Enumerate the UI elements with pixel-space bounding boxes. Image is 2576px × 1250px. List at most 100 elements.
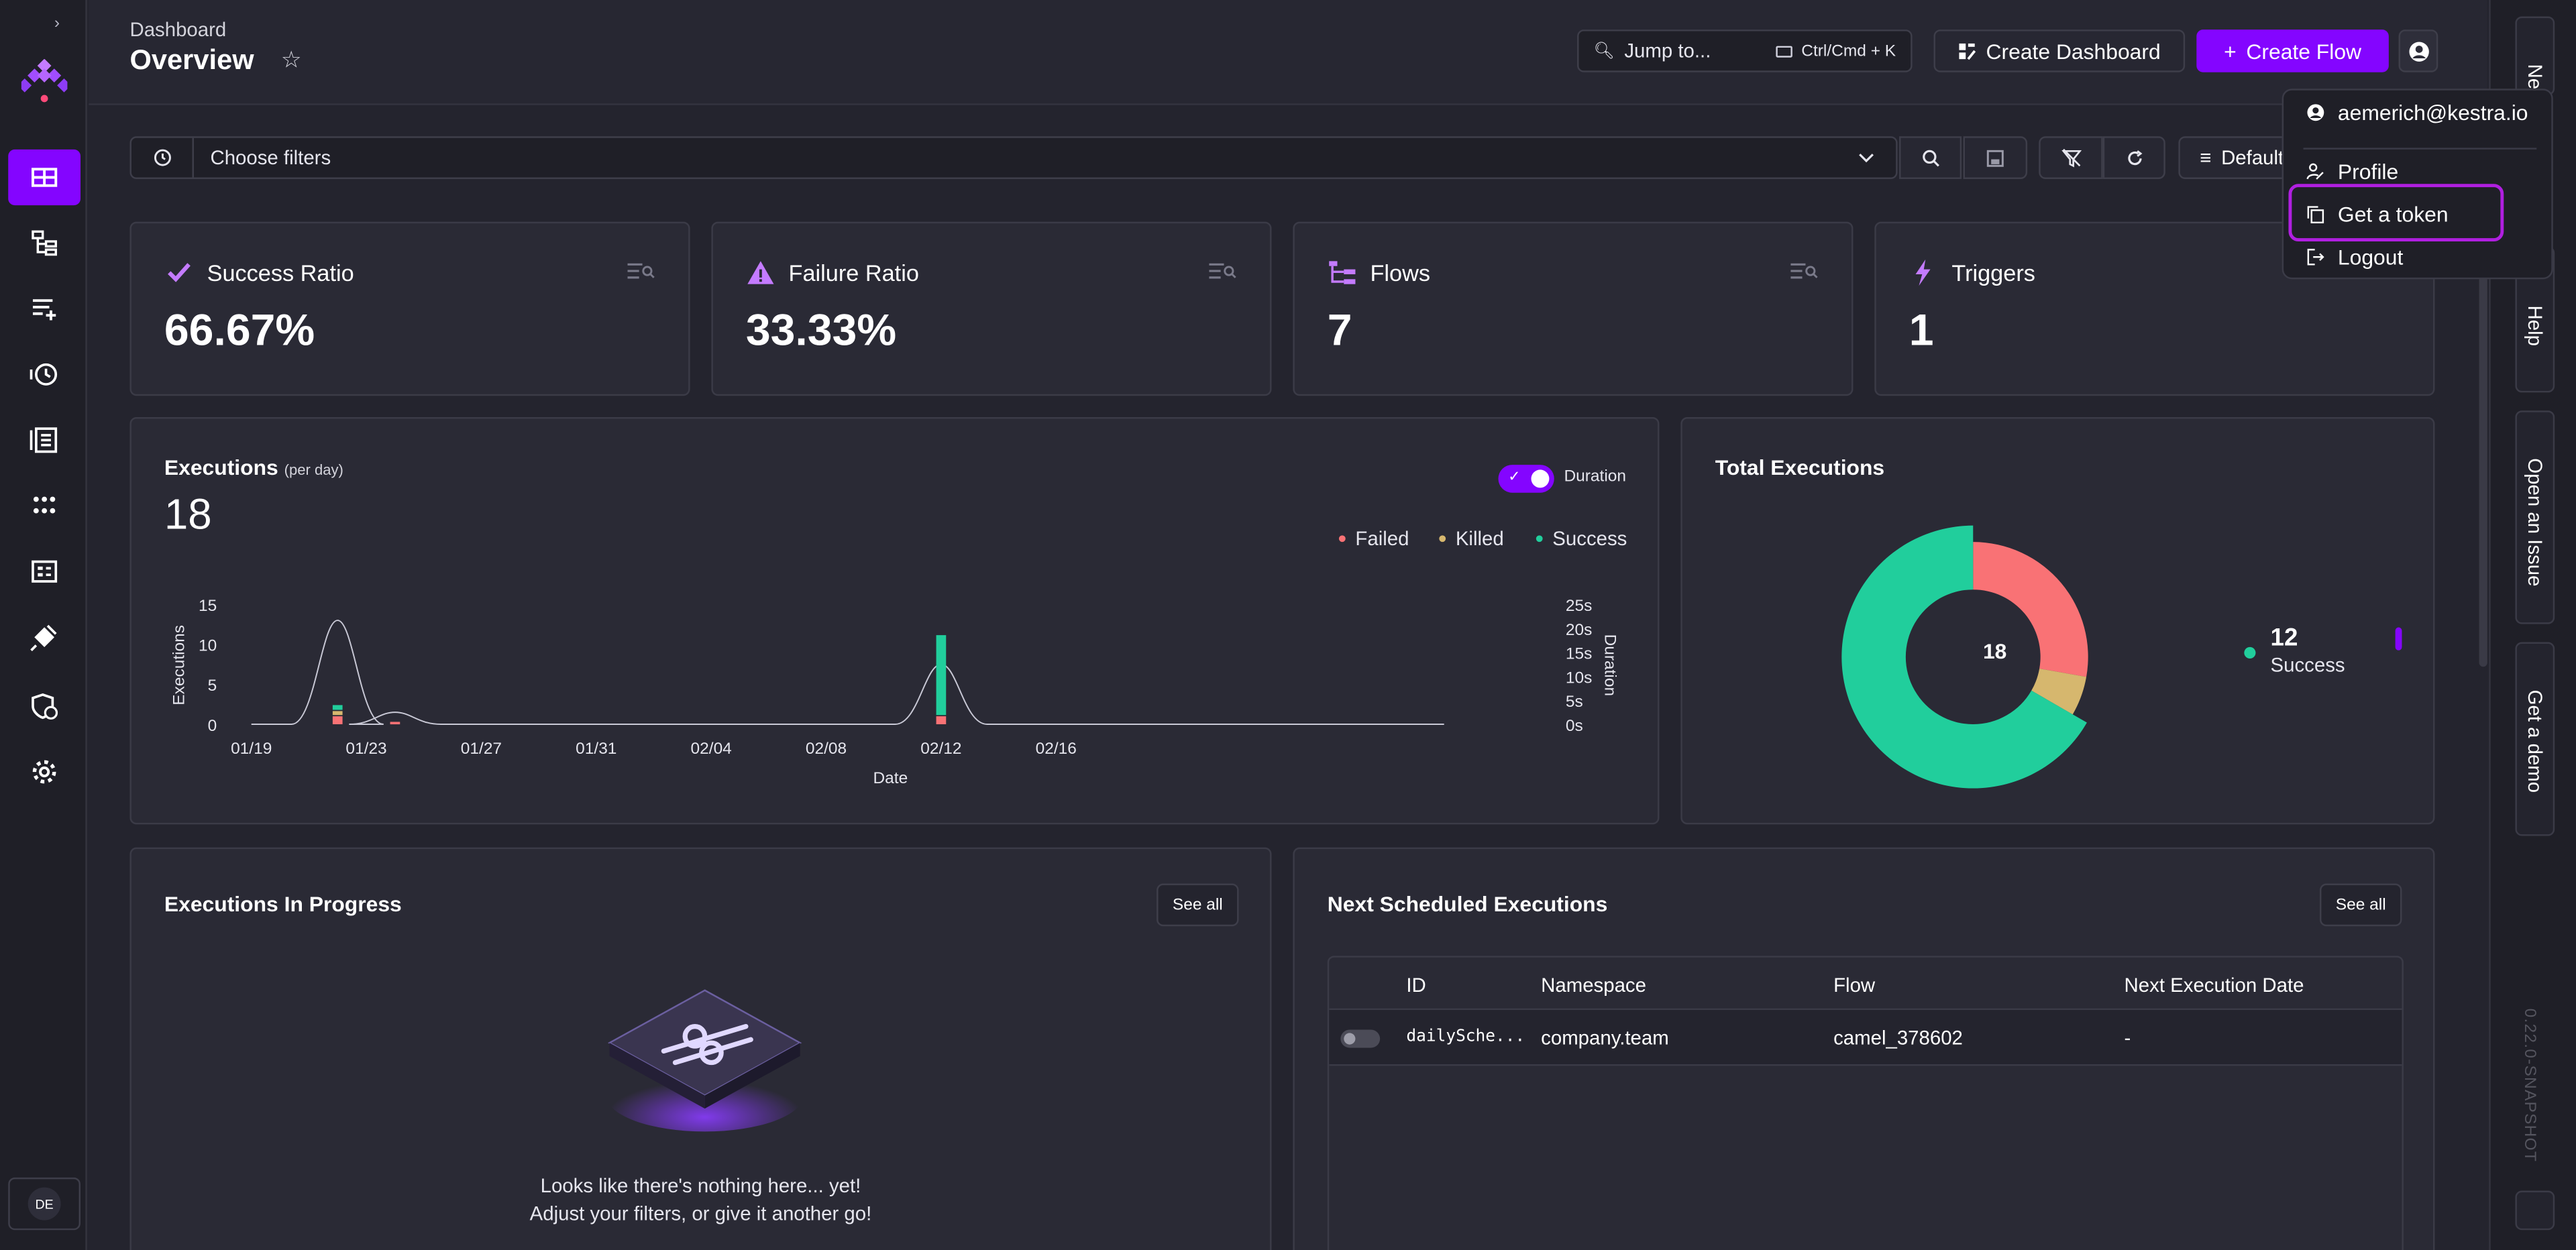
stat-label: Failure Ratio xyxy=(788,259,919,286)
duration-toggle[interactable]: ✓ xyxy=(1498,465,1554,493)
theme-tab[interactable] xyxy=(2515,1190,2555,1231)
x-tick-label: 01/19 xyxy=(231,740,272,758)
y2-tick-label: 25s xyxy=(1566,597,1592,615)
table-header: ID Namespace Flow Next Execution Date xyxy=(1329,958,2402,1011)
check-icon: ✓ xyxy=(1508,467,1521,485)
user-email-item: aemerich@kestra.io xyxy=(2306,100,2528,125)
bar-segment-killed xyxy=(332,711,343,716)
jump-to-search[interactable]: 🔍︎ Jump to... Ctrl/Cmd + K xyxy=(1577,30,1913,72)
y2-tick-label: 0s xyxy=(1566,717,1583,735)
stat-label: Triggers xyxy=(1951,259,2035,286)
open-issue-tab[interactable]: Open an Issue xyxy=(2515,410,2555,624)
duration-line xyxy=(251,620,1444,725)
list-search-icon[interactable] xyxy=(1789,261,1819,280)
expand-sidebar-icon[interactable]: › xyxy=(54,15,60,33)
stat-value: 33.33% xyxy=(745,305,897,355)
donut-slice-failed[interactable] xyxy=(1973,542,2088,677)
x-tick-label: 02/04 xyxy=(691,740,732,758)
menu-item-get-token[interactable]: Get a token xyxy=(2306,202,2449,227)
bar-segment-failed xyxy=(332,716,343,725)
see-all-scheduled-button[interactable]: See all xyxy=(2319,883,2402,927)
clear-filters-button[interactable] xyxy=(2039,136,2103,179)
donut-slice-killed[interactable] xyxy=(2031,669,2087,715)
col-flow[interactable]: Flow xyxy=(1833,974,1876,997)
check-icon xyxy=(168,263,191,282)
dashboard-selector-label: Default xyxy=(2221,146,2284,170)
list-search-icon[interactable] xyxy=(1208,261,1237,280)
legend-killed[interactable]: Killed xyxy=(1439,527,1504,550)
filter-off-icon xyxy=(2061,148,2081,168)
star-icon[interactable]: ☆ xyxy=(280,46,302,72)
scheduled-title: Next Scheduled Executions xyxy=(1327,891,1608,917)
dashboard-edit-icon xyxy=(1959,42,1976,60)
sidebar-item-templates[interactable] xyxy=(8,281,80,337)
sidebar-item-dashboard[interactable] xyxy=(8,149,81,206)
sidebar-item-settings[interactable] xyxy=(8,744,80,799)
donut-slice-success[interactable] xyxy=(1841,525,2087,789)
plus-icon: + xyxy=(2224,38,2237,64)
filter-input[interactable]: Choose filters xyxy=(210,146,331,170)
sidebar-item-plugins[interactable] xyxy=(8,610,80,665)
user-initials: DE xyxy=(28,1187,61,1220)
version-label: 0.22.0-SNAPSHOT xyxy=(2520,1008,2538,1163)
y2-axis-label: Duration xyxy=(1601,634,1619,697)
user-avatar-button[interactable]: DE xyxy=(8,1177,81,1231)
col-id[interactable]: ID xyxy=(1406,974,1426,997)
sidebar-item-kv-store[interactable] xyxy=(8,544,80,600)
legend-success-label: Success xyxy=(2270,653,2345,677)
legend-failed[interactable]: Failed xyxy=(1338,527,1409,550)
row-id[interactable]: dailySche... xyxy=(1406,1028,1525,1047)
x-tick-label: 01/31 xyxy=(576,740,616,758)
filter-search-button[interactable] xyxy=(1899,136,1962,179)
legend-scroll-indicator[interactable] xyxy=(2395,627,2402,650)
filter-history-button[interactable] xyxy=(131,137,194,178)
create-flow-label: Create Flow xyxy=(2246,38,2362,64)
refresh-button[interactable] xyxy=(2102,136,2165,179)
save-filter-button[interactable] xyxy=(1963,136,2028,179)
sidebar-item-administration[interactable] xyxy=(8,678,80,734)
list-search-icon[interactable] xyxy=(626,261,655,280)
dashboard-selector[interactable]: ≡ Default xyxy=(2178,136,2284,179)
row-flow[interactable]: camel_378602 xyxy=(1833,1026,1963,1049)
x-tick-label: 02/16 xyxy=(1036,740,1077,758)
x-tick-label: 02/08 xyxy=(806,740,847,758)
menu-item-logout[interactable]: Logout xyxy=(2306,245,2403,270)
y-tick-label: 0 xyxy=(208,717,217,735)
table-row[interactable]: dailySche... company.team camel_378602 - xyxy=(1329,1010,2402,1066)
executions-chart: 15 10 5 0 25s 20s 15s 10s 5s 0s 01/19 01/23 01/27 01/… xyxy=(170,597,1619,787)
create-dashboard-button[interactable]: Create Dashboard xyxy=(1933,30,2186,72)
sidebar-item-executions[interactable] xyxy=(8,347,80,402)
y2-tick-label: 10s xyxy=(1566,669,1592,687)
save-icon xyxy=(1986,149,2004,166)
bar-segment-success xyxy=(332,705,343,710)
row-date: - xyxy=(2124,1026,2131,1049)
create-flow-button[interactable]: + Create Flow xyxy=(2196,30,2389,72)
x-tick-label: 01/23 xyxy=(345,740,386,758)
chevron-down-icon[interactable] xyxy=(1856,148,1876,167)
x-tick-label: 02/12 xyxy=(920,740,961,758)
sidebar-item-namespaces[interactable] xyxy=(8,478,80,534)
legend-success[interactable]: Success xyxy=(1536,527,1627,550)
see-all-in-progress-button[interactable]: See all xyxy=(1157,883,1239,927)
col-next-execution-date[interactable]: Next Execution Date xyxy=(2124,974,2304,997)
lightning-icon xyxy=(1915,259,1931,286)
flows-icon xyxy=(32,230,57,256)
kestra-logo[interactable] xyxy=(21,59,68,105)
duration-toggle-label: Duration xyxy=(1564,467,1627,486)
row-namespace[interactable]: company.team xyxy=(1541,1026,1669,1049)
open-issue-label: Open an Issue xyxy=(2523,458,2546,587)
user-menu-button[interactable] xyxy=(2398,30,2438,72)
trigger-toggle[interactable] xyxy=(1340,1029,1381,1048)
history-icon xyxy=(30,363,58,386)
menu-divider xyxy=(2303,148,2537,150)
sidebar-item-logs[interactable] xyxy=(8,412,80,468)
filter-bar[interactable]: Choose filters xyxy=(129,136,1898,179)
menu-item-profile[interactable]: Profile xyxy=(2306,160,2398,184)
breadcrumb[interactable]: Dashboard xyxy=(129,17,227,42)
news-tab[interactable]: News xyxy=(2515,16,2555,113)
sidebar-item-flows[interactable] xyxy=(8,215,80,271)
get-demo-tab[interactable]: Get a demo xyxy=(2515,642,2555,836)
col-namespace[interactable]: Namespace xyxy=(1541,974,1646,997)
refresh-icon xyxy=(2127,149,2142,164)
bar-segment-success xyxy=(936,635,947,716)
